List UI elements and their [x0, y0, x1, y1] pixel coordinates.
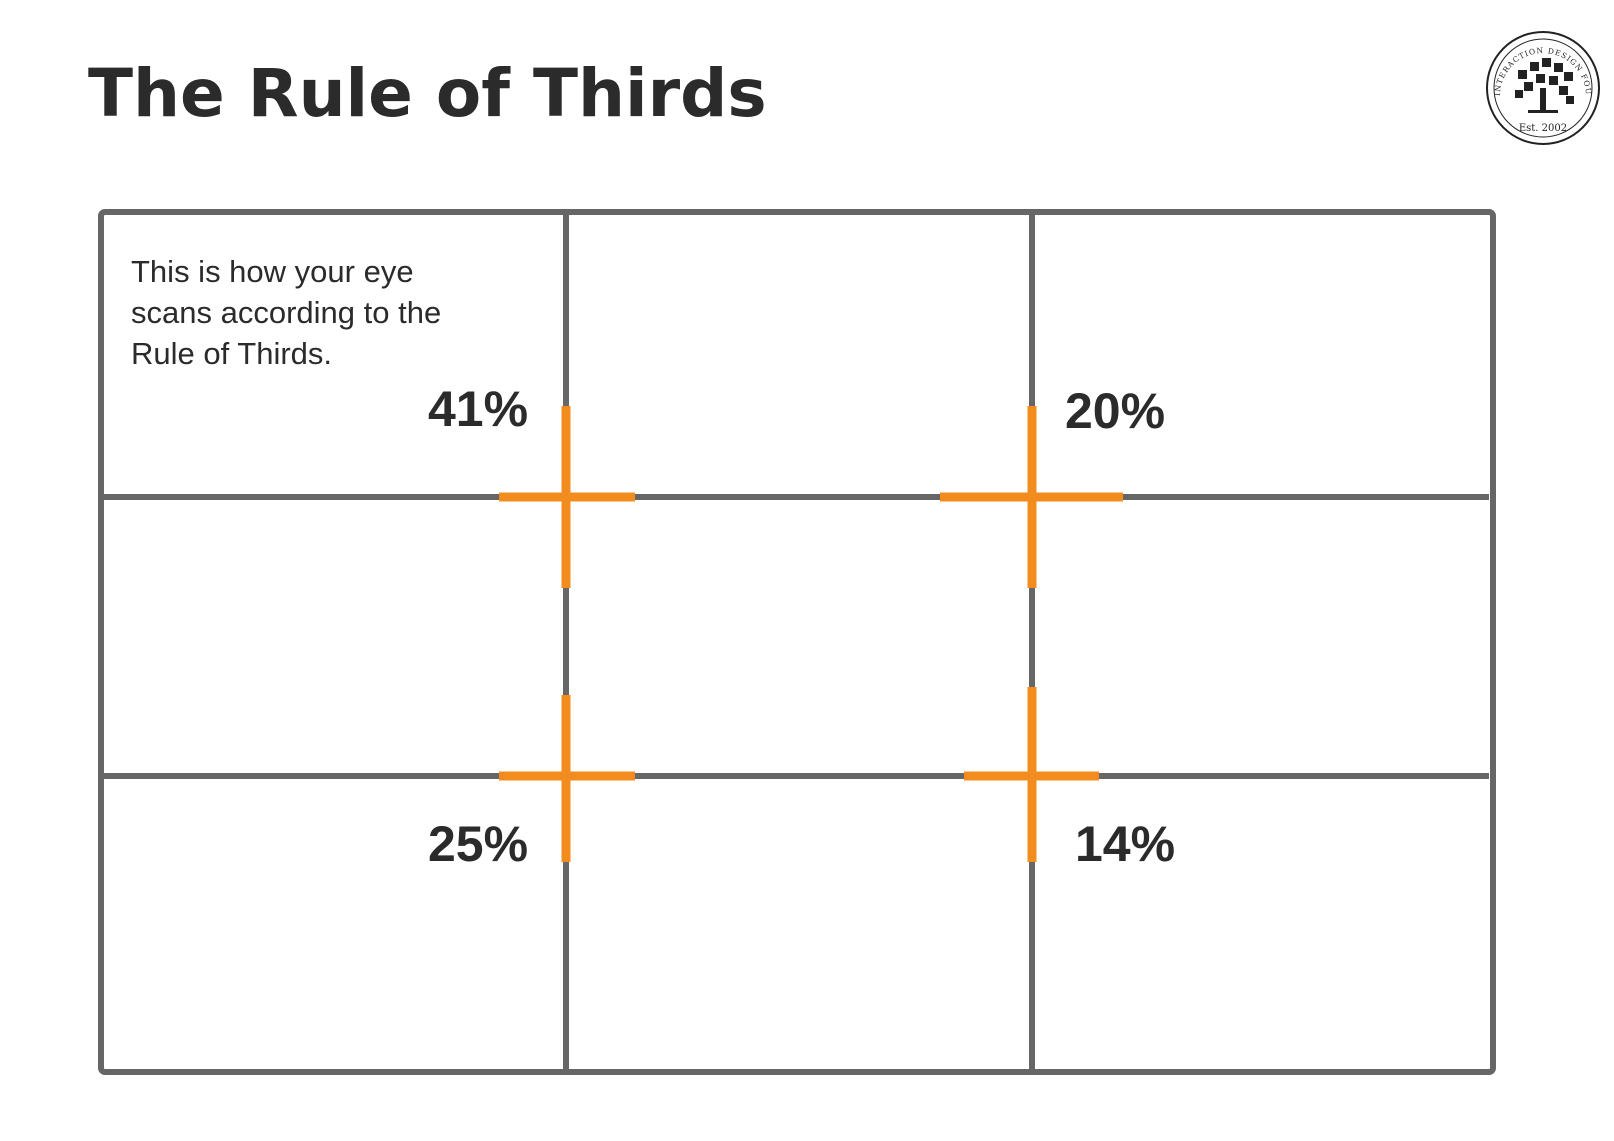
description-line: Rule of Thirds. [131, 336, 332, 371]
percent-label: 41% [428, 381, 528, 437]
labels: 41% 20% 25% 14% [428, 381, 1175, 872]
description: This is how your eye scans according to … [131, 254, 441, 371]
title: The Rule of Thirds [88, 55, 767, 132]
logo-est: Est. 2002 [1519, 123, 1567, 134]
percent-label: 20% [1065, 383, 1165, 439]
percent-label: 25% [428, 816, 528, 872]
percent-label: 14% [1075, 816, 1175, 872]
crosses [499, 406, 1123, 862]
description-line: This is how your eye [131, 254, 414, 289]
description-line: scans according to the [131, 295, 441, 330]
grid [98, 209, 1496, 1075]
logo-inner [1493, 38, 1593, 138]
frame [98, 209, 1496, 1075]
logo-tree [1515, 58, 1574, 113]
